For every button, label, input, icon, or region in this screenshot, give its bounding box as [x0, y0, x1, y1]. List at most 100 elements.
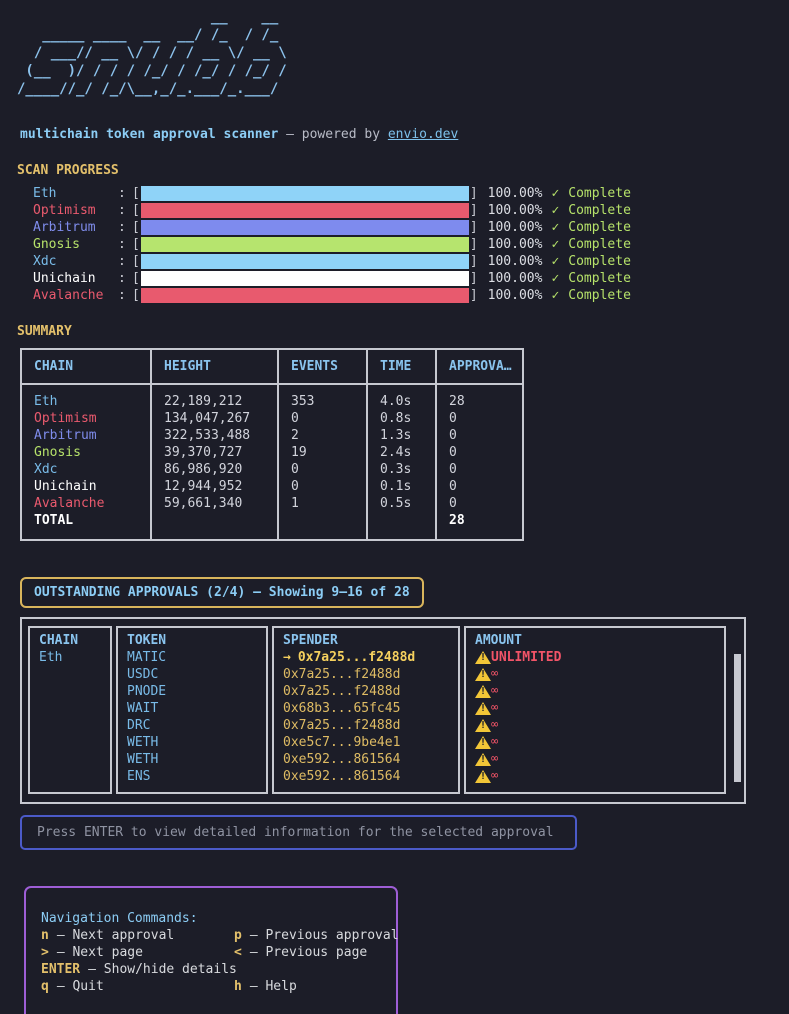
right-arrow-icon: → — [283, 650, 291, 665]
approval-token[interactable]: WAIT — [127, 701, 159, 716]
cell-approvals: 0 — [449, 496, 457, 511]
approvals-table: CHAIN Eth TOKEN MATIC USDC PNODE WAIT DR… — [20, 617, 746, 804]
amount-value: UNLIMITED — [491, 650, 562, 665]
summary-table: CHAIN Eth Optimism Arbitrum Gnosis Xdc U… — [20, 348, 524, 541]
warning-triangle-icon — [475, 668, 491, 681]
approval-token[interactable]: ENS — [127, 769, 151, 784]
cell-approvals: 28 — [449, 394, 465, 409]
app-title: multichain token approval scanner — [20, 127, 279, 142]
app-logo-ascii: __ __ _____ ____ __ __/ /_ / /_ / ___// … — [17, 9, 287, 97]
progress-row-gnosis: Gnosis: [] 100.00% ✓ Complete — [20, 236, 789, 253]
cell-time: 4.0s — [380, 394, 412, 409]
warning-triangle-icon — [475, 719, 491, 732]
amount-value: ∞ — [491, 734, 499, 748]
colon: : — [118, 220, 126, 235]
amount-value: ∞ — [491, 683, 499, 697]
warning-triangle-icon — [475, 770, 491, 783]
key-n: n — [41, 928, 49, 943]
summary-col-height: HEIGHT 22,189,212 134,047,267 322,533,48… — [150, 350, 277, 539]
progress-bar — [140, 237, 469, 252]
progress-status: Complete — [568, 186, 631, 201]
powered-by-text: — powered by — [278, 127, 388, 142]
approval-spender[interactable]: 0xe592...861564 — [283, 769, 401, 784]
check-icon: ✓ — [551, 186, 560, 201]
chain-label: Unichain — [33, 271, 96, 286]
approval-chain: Eth — [39, 650, 63, 665]
key-desc: — Next page — [56, 945, 143, 960]
progress-bar — [140, 220, 469, 235]
progress-row-optimism: Optimism: [] 100.00% ✓ Complete — [20, 202, 789, 219]
summary-heading: SUMMARY — [17, 324, 72, 339]
check-icon: ✓ — [551, 220, 560, 235]
cell-events: 0 — [291, 479, 299, 494]
colon: : — [118, 237, 126, 252]
approval-token[interactable]: USDC — [127, 667, 159, 682]
warning-triangle-icon — [475, 736, 491, 749]
bracket-close: ] — [469, 186, 478, 201]
total-approvals: 28 — [449, 513, 465, 528]
key-enter: ENTER — [41, 962, 81, 977]
colon: : — [118, 288, 126, 303]
key-p: p — [234, 928, 242, 943]
approval-spender-selected[interactable]: → 0x7a25...f2488d — [274, 649, 458, 666]
amount-value: ∞ — [491, 717, 499, 731]
colon: : — [118, 254, 126, 269]
cell-chain: Gnosis — [34, 445, 81, 460]
col-header-spender: SPENDER — [283, 633, 338, 648]
cell-chain: Xdc — [34, 462, 58, 477]
approval-amount: ∞ — [466, 700, 724, 717]
check-icon: ✓ — [551, 288, 560, 303]
approval-token[interactable]: DRC — [127, 718, 151, 733]
cell-events-total — [291, 512, 354, 529]
warning-triangle-icon — [475, 702, 491, 715]
progress-percent: 100.00% — [487, 203, 543, 218]
cell-approvals: 0 — [449, 462, 457, 477]
approval-token[interactable]: WETH — [127, 752, 159, 767]
approval-amount: ∞ — [466, 768, 724, 785]
summary-col-events: EVENTS 353 0 2 19 0 0 1 — [277, 350, 366, 539]
total-label: TOTAL — [34, 513, 74, 528]
cell-events: 2 — [291, 428, 299, 443]
scan-progress-heading: SCAN PROGRESS — [17, 163, 119, 178]
progress-row-eth: Eth: [] 100.00% ✓ Complete — [20, 185, 789, 202]
cell-height: 134,047,267 — [164, 411, 251, 426]
approval-spender[interactable]: 0xe5c7...9be4e1 — [283, 735, 401, 750]
cell-height: 22,189,212 — [164, 394, 243, 409]
colon: : — [118, 203, 126, 218]
cell-chain: Eth — [34, 394, 58, 409]
chain-label: Eth — [33, 186, 57, 201]
cell-time: 2.4s — [380, 445, 412, 460]
approval-token[interactable]: PNODE — [127, 684, 167, 699]
cell-time-total — [380, 512, 423, 529]
amount-value: ∞ — [491, 700, 499, 714]
cell-time: 0.3s — [380, 462, 412, 477]
key-desc: — Help — [249, 979, 297, 994]
amount-value: ∞ — [491, 768, 499, 782]
chain-label: Avalanche — [33, 288, 104, 303]
progress-row-xdc: Xdc: [] 100.00% ✓ Complete — [20, 253, 789, 270]
summary-col-chain: CHAIN Eth Optimism Arbitrum Gnosis Xdc U… — [22, 350, 150, 539]
bracket-close: ] — [469, 203, 478, 218]
cell-events: 1 — [291, 496, 299, 511]
cell-height: 59,661,340 — [164, 496, 243, 511]
bracket-close: ] — [469, 220, 478, 235]
progress-status: Complete — [568, 203, 631, 218]
enter-hint: Press ENTER to view detailed information… — [20, 815, 577, 850]
approval-token[interactable]: MATIC — [127, 650, 167, 665]
approval-spender[interactable]: 0xe592...861564 — [283, 752, 401, 767]
progress-bar — [140, 271, 469, 286]
envio-link[interactable]: envio.dev — [387, 127, 459, 142]
cell-events: 353 — [291, 394, 315, 409]
approval-spender[interactable]: 0x68b3...65fc45 — [283, 701, 401, 716]
approval-token[interactable]: WETH — [127, 735, 159, 750]
approval-spender[interactable]: 0x7a25...f2488d — [283, 684, 401, 699]
progress-bar — [140, 186, 469, 201]
cell-height: 322,533,488 — [164, 428, 251, 443]
approval-spender[interactable]: 0x7a25...f2488d — [283, 667, 401, 682]
approval-spender[interactable]: 0x7a25...f2488d — [283, 718, 401, 733]
col-header-events: EVENTS — [279, 350, 366, 385]
key-h: h — [234, 979, 242, 994]
scrollbar-thumb[interactable] — [734, 654, 741, 782]
col-header-height: HEIGHT — [152, 350, 277, 385]
